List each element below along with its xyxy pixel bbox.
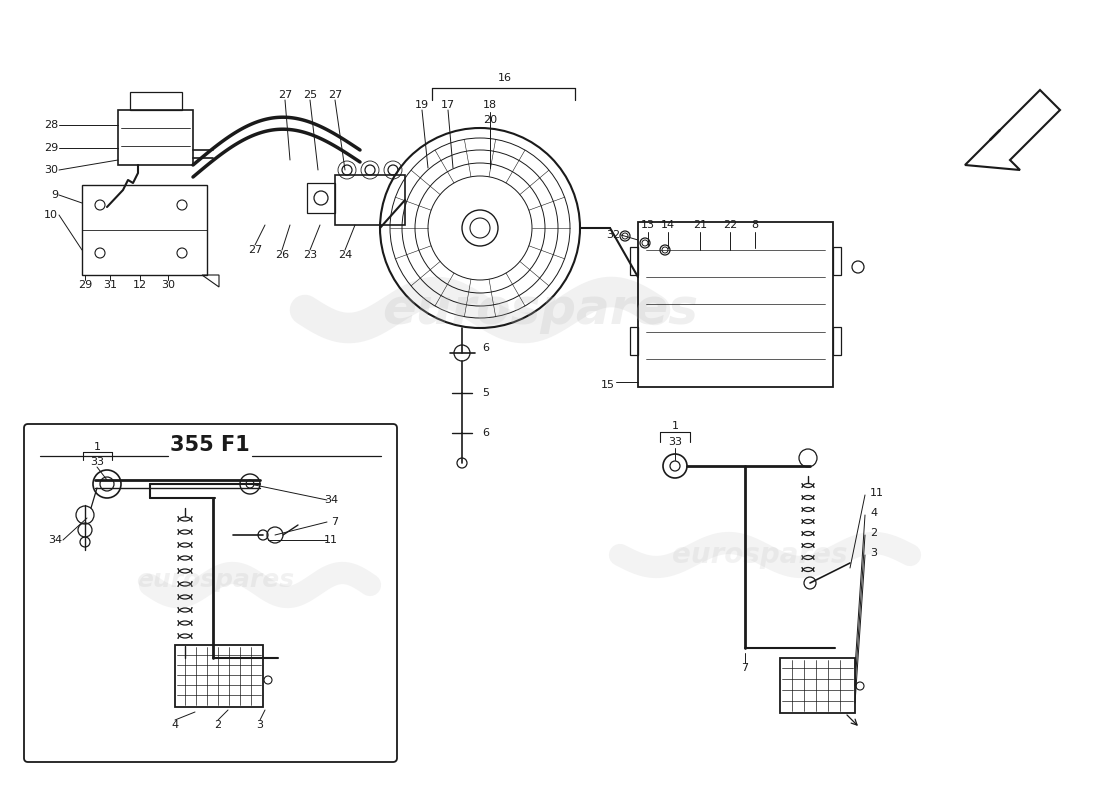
Text: eurospares: eurospares (382, 286, 698, 334)
Text: 32: 32 (606, 230, 620, 240)
Text: 19: 19 (415, 100, 429, 110)
Text: 21: 21 (693, 220, 707, 230)
Text: 27: 27 (248, 245, 262, 255)
Bar (638, 222, 833, 387)
Text: 27: 27 (278, 90, 293, 100)
Text: 16: 16 (498, 73, 512, 83)
Text: 15: 15 (601, 380, 615, 390)
Text: 25: 25 (302, 90, 317, 100)
Text: 3: 3 (256, 720, 264, 730)
Text: 34: 34 (323, 495, 338, 505)
Text: 17: 17 (441, 100, 455, 110)
Text: 7: 7 (741, 663, 749, 673)
Bar (130, 92, 182, 110)
Bar (833, 247, 842, 275)
Bar (833, 327, 842, 355)
Text: 10: 10 (44, 210, 58, 220)
Text: 33: 33 (668, 437, 682, 447)
Text: eurospares: eurospares (672, 541, 848, 569)
Text: 11: 11 (870, 488, 884, 498)
Text: 33: 33 (90, 457, 104, 467)
Bar (630, 247, 638, 275)
Text: 13: 13 (641, 220, 654, 230)
Text: 20: 20 (483, 115, 497, 125)
Text: 355 F1: 355 F1 (170, 435, 250, 455)
Text: 6: 6 (482, 343, 490, 353)
Text: 1: 1 (94, 442, 100, 452)
Text: 24: 24 (338, 250, 352, 260)
Text: 14: 14 (661, 220, 675, 230)
Text: 18: 18 (483, 100, 497, 110)
Text: 22: 22 (723, 220, 737, 230)
Text: 5: 5 (482, 388, 490, 398)
Text: 28: 28 (44, 120, 58, 130)
Bar (780, 658, 855, 713)
Text: eurospares: eurospares (136, 568, 294, 592)
Text: 9: 9 (51, 190, 58, 200)
Bar (175, 645, 263, 707)
Text: 4: 4 (172, 720, 178, 730)
Text: 29: 29 (78, 280, 92, 290)
Bar (307, 183, 336, 213)
Bar (630, 327, 638, 355)
Text: 8: 8 (751, 220, 759, 230)
Text: 29: 29 (44, 143, 58, 153)
Text: 27: 27 (328, 90, 342, 100)
Text: 7: 7 (331, 517, 338, 527)
Text: 2: 2 (870, 528, 877, 538)
Text: 11: 11 (324, 535, 338, 545)
Text: 6: 6 (482, 428, 490, 438)
Text: 30: 30 (161, 280, 175, 290)
Text: 26: 26 (275, 250, 289, 260)
Text: 2: 2 (214, 720, 221, 730)
Text: 34: 34 (48, 535, 62, 545)
Text: 4: 4 (870, 508, 877, 518)
Bar (336, 175, 405, 225)
Bar (82, 185, 207, 275)
Text: 12: 12 (133, 280, 147, 290)
Text: 3: 3 (870, 548, 877, 558)
Text: 30: 30 (44, 165, 58, 175)
Text: 1: 1 (671, 421, 679, 431)
Bar (118, 110, 192, 165)
Text: 31: 31 (103, 280, 117, 290)
Text: 23: 23 (302, 250, 317, 260)
